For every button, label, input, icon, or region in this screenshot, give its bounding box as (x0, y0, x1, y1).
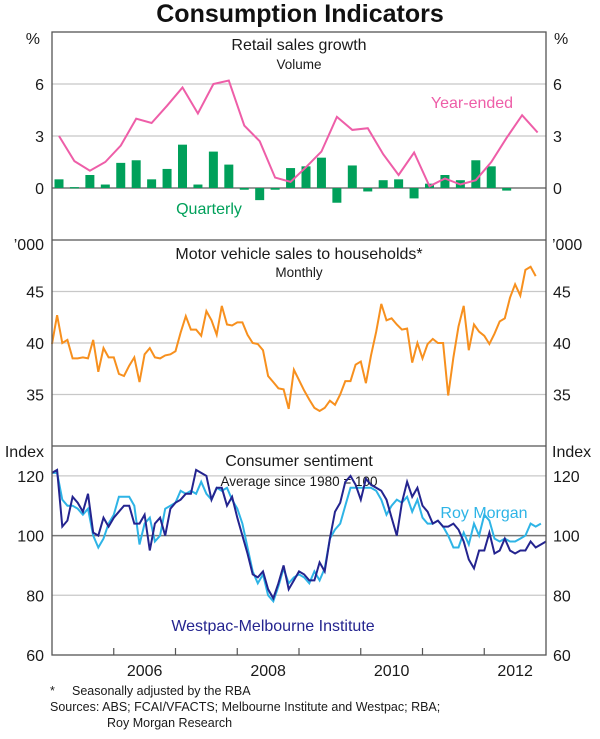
ytick-label-right: 60 (553, 648, 571, 665)
quarterly-bar (347, 165, 357, 188)
quarterly-bar (270, 188, 280, 190)
quarterly-bar (363, 188, 373, 192)
quarterly-bar (162, 168, 172, 188)
quarterly-bar (502, 188, 512, 191)
year-ended-line (58, 79, 539, 188)
legend-roy-morgan: Roy Morgan (440, 505, 527, 522)
xtick-label: 2012 (497, 663, 533, 680)
quarterly-bar (301, 166, 311, 188)
quarterly-bar (193, 184, 203, 188)
footnote-star: * (50, 684, 55, 698)
quarterly-bar (378, 180, 388, 188)
sentiment-ytick-labels: 60 60 80 80 100 100 120 120 (17, 469, 580, 665)
ytick-label-right: 40 (553, 336, 571, 353)
quarterly-bar (255, 188, 265, 201)
quarterly-bar (471, 160, 481, 188)
sources-line-1: ABS; FCAI/VFACTS; Melbourne Institute an… (102, 700, 441, 714)
ytick-label-right: 120 (553, 469, 580, 486)
legend-year-ended: Year-ended (431, 95, 513, 112)
motor-panel-title: Motor vehicle sales to households* (175, 246, 422, 263)
ytick-label-right: 100 (553, 529, 580, 546)
roy-morgan-line (52, 471, 542, 604)
quarterly-bar (394, 179, 404, 188)
quarterly-bar (286, 168, 296, 188)
quarterly-bar (224, 164, 234, 188)
motor-ytick-labels: 35 35 40 40 45 45 (26, 285, 571, 405)
ytick-label-left: 60 (26, 648, 44, 665)
ytick-label-left: 6 (35, 77, 44, 94)
retail-sales-panel: Retail sales growth Volume Year-ended Qu… (26, 31, 568, 218)
quarterly-bar (178, 144, 187, 188)
westpac-melbourne-line (51, 468, 547, 601)
ytick-label-left: 80 (26, 588, 44, 605)
retail-panel-title: Retail sales growth (231, 37, 366, 54)
ytick-label-right: 80 (553, 588, 571, 605)
retail-ytick-labels: 0 0 3 3 6 6 (35, 77, 562, 198)
footnote-sources: Sources: ABS; FCAI/VFACTS; Melbourne Ins… (50, 699, 440, 715)
sentiment-panel-title: Consumer sentiment (225, 453, 373, 470)
x-axis: 2006 2008 2010 2012 (113, 648, 533, 680)
motor-panel-subtitle: Monthly (275, 265, 323, 280)
xtick-label: 2006 (127, 663, 163, 680)
motor-unit-left: ’000 (14, 237, 44, 254)
quarterly-bar (440, 175, 450, 188)
retail-panel-subtitle: Volume (276, 57, 321, 72)
legend-westpac-melbourne: Westpac-Melbourne Institute (171, 618, 374, 635)
quarterly-bar (409, 188, 419, 199)
quarterly-bar (85, 175, 95, 188)
quarterly-bar (239, 188, 249, 190)
quarterly-bar (69, 187, 79, 189)
ytick-label-right: 3 (553, 129, 562, 146)
motor-vehicle-panel: Motor vehicle sales to households* Month… (14, 237, 582, 413)
ytick-label-right: 45 (553, 285, 571, 302)
xtick-label: 2008 (250, 663, 286, 680)
sentiment-panel-subtitle: Average since 1980 = 100 (221, 474, 378, 489)
quarterly-bars (54, 144, 512, 203)
footnote-seasonal-text: Seasonally adjusted by the RBA (72, 684, 251, 698)
quarterly-bar (486, 166, 496, 188)
legend-quarterly: Quarterly (176, 201, 242, 218)
retail-unit-right: % (554, 31, 568, 48)
quarterly-bar (54, 179, 64, 188)
footnote-seasonal: * Seasonally adjusted by the RBA (50, 683, 440, 699)
ytick-label-left: 3 (35, 129, 44, 146)
quarterly-bar (316, 157, 326, 188)
consumption-indicators-chart: Consumption Indicators Retail sales grow… (5, 0, 591, 680)
sources-label: Sources: (50, 700, 100, 714)
sources-line-2: Roy Morgan Research (107, 716, 233, 730)
ytick-label-right: 6 (553, 77, 562, 94)
ytick-label-right: 35 (553, 388, 571, 405)
sentiment-unit-right: Index (552, 444, 591, 461)
footnotes: * Seasonally adjusted by the RBA Sources… (50, 683, 440, 731)
consumer-sentiment-panel: Consumer sentiment Average since 1980 = … (5, 444, 591, 665)
motor-vehicle-line (51, 265, 537, 413)
quarterly-bar (100, 184, 110, 188)
ytick-label-left: 35 (26, 388, 44, 405)
motor-gridlines (52, 290, 546, 396)
quarterly-bar (147, 179, 157, 188)
ytick-label-left: 100 (17, 529, 44, 546)
xtick-label: 2010 (374, 663, 410, 680)
quarterly-bar (116, 162, 126, 188)
ytick-label-left: 0 (35, 181, 44, 198)
quarterly-bar (131, 160, 141, 188)
quarterly-bar (332, 188, 342, 203)
chart-title: Consumption Indicators (156, 0, 444, 28)
ytick-label-left: 120 (17, 469, 44, 486)
motor-unit-right: ’000 (552, 237, 582, 254)
ytick-label-left: 40 (26, 336, 44, 353)
retail-unit-left: % (26, 31, 40, 48)
sentiment-unit-left: Index (5, 444, 44, 461)
quarterly-bar (208, 151, 218, 188)
ytick-label-left: 45 (26, 285, 44, 302)
ytick-label-right: 0 (553, 181, 562, 198)
